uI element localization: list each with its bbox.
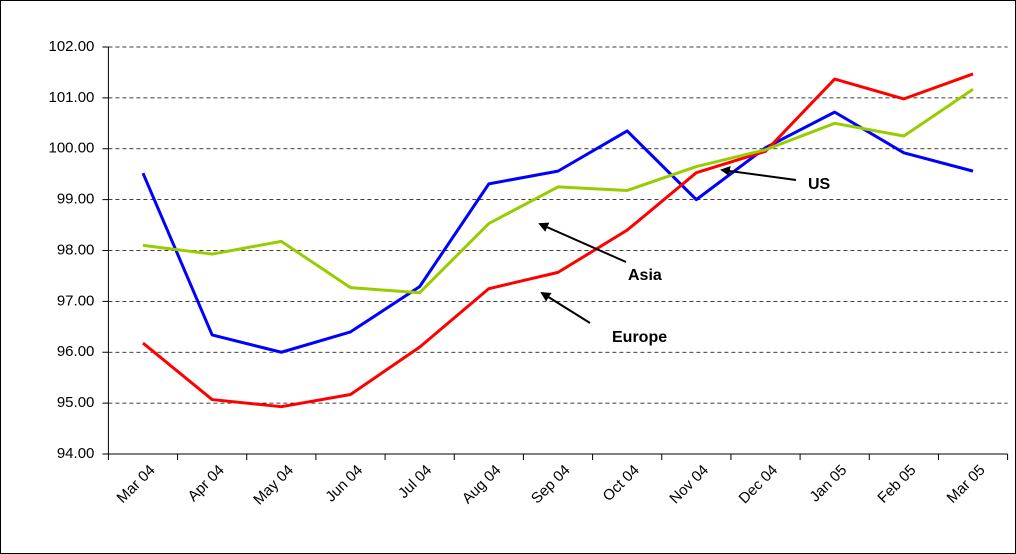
annotation-arrow (538, 222, 627, 263)
annotation-arrow (540, 291, 591, 324)
y-tick-label: 96.00 (57, 343, 95, 360)
y-tick-label: 97.00 (57, 292, 95, 309)
annotation: Europe (612, 329, 667, 346)
y-tick-label: 100.00 (49, 140, 95, 157)
y-tick-label: 99.00 (57, 191, 95, 208)
series-line (142, 72, 974, 409)
annotation: Asia (628, 267, 662, 284)
series-line (141, 110, 974, 354)
y-tick-label: 95.00 (57, 394, 95, 411)
annotation: US (808, 176, 831, 193)
series-line (142, 87, 974, 295)
y-tick-label: 98.00 (57, 241, 95, 258)
y-tick-label: 101.00 (49, 89, 95, 106)
y-tick-label: 102.00 (49, 38, 95, 55)
y-tick-label: 94.00 (57, 445, 95, 462)
annotation-arrow (720, 166, 797, 181)
